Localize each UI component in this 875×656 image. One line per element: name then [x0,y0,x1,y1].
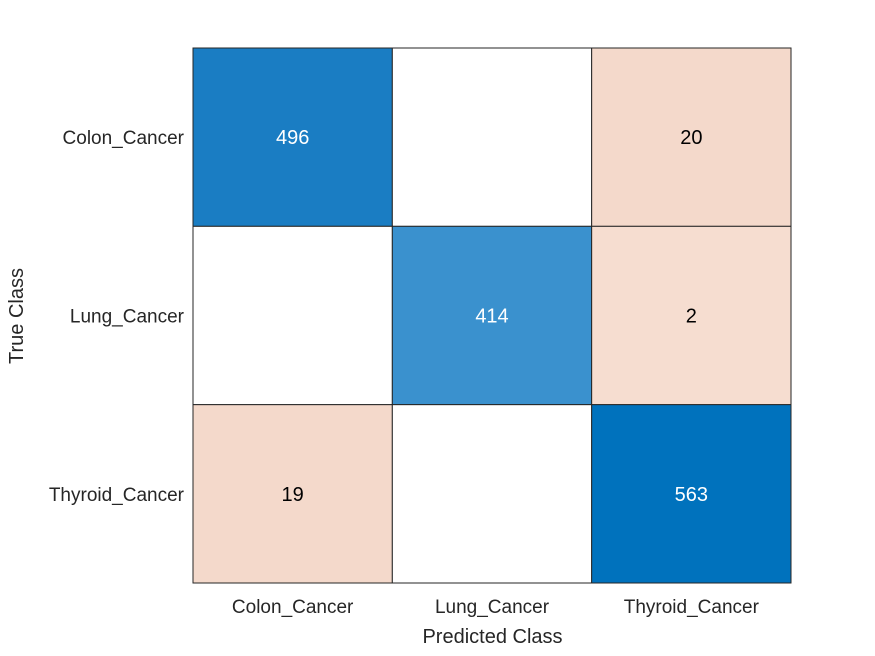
matrix-cell [391,225,593,406]
x-axis-label: Predicted Class [422,626,562,648]
x-tick-label: Colon_Cancer [232,597,354,618]
y-tick-label: Colon_Cancer [63,128,185,149]
cell-value-label: 19 [282,484,304,506]
matrix-cell [591,404,792,584]
cell-value-label: 563 [675,484,708,506]
y-axis-label: True Class [6,268,28,364]
matrix-cell [391,404,593,584]
matrix-cell [192,225,393,406]
x-tick-label: Lung_Cancer [435,597,550,618]
x-axis-tick-labels: Colon_Cancer Lung_Cancer Thyroid_Cancer [232,597,760,618]
cell-value-label: 2 [686,306,697,328]
matrix-cell [591,225,792,406]
y-tick-label: Thyroid_Cancer [49,485,185,506]
cell-value-label: 414 [475,306,508,328]
matrix-cell [192,404,393,584]
matrix-cell-labels: 496 20 414 2 19 563 [276,127,708,506]
cell-value-label: 496 [276,127,309,149]
matrix-cell [192,47,393,227]
matrix-cells [192,47,792,584]
matrix-cell [391,47,593,227]
y-axis-tick-labels: Colon_Cancer Lung_Cancer Thyroid_Cancer [49,128,185,506]
x-tick-label: Thyroid_Cancer [624,597,760,618]
cell-value-label: 20 [680,127,702,149]
y-tick-label: Lung_Cancer [70,307,185,328]
matrix-cell [591,47,792,227]
